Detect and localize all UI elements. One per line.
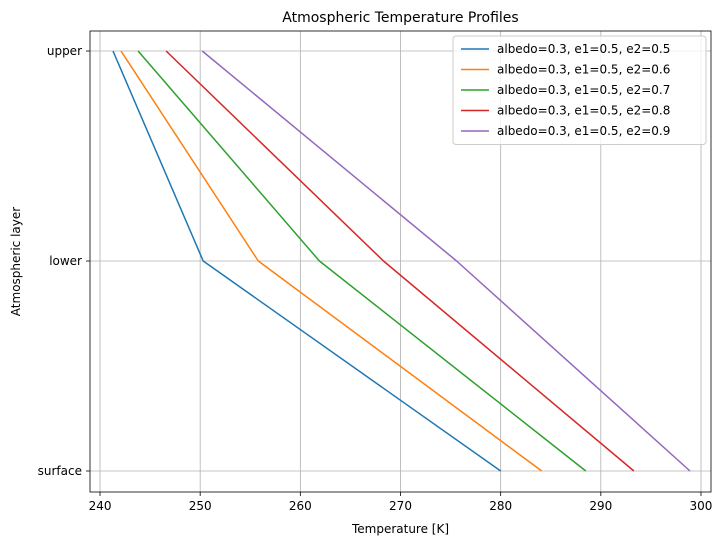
x-tick-label: 280 [489,499,512,513]
legend-label: albedo=0.3, e1=0.5, e2=0.8 [497,104,670,118]
chart-title: Atmospheric Temperature Profiles [282,10,518,26]
y-axis-label: Atmospheric layer [9,207,23,316]
legend-box [452,35,707,145]
legend: albedo=0.3, e1=0.5, e2=0.5 albedo=0.3, e1… [452,35,707,145]
series-line [201,50,691,472]
series-line [165,50,635,472]
y-tick-label: upper [47,44,82,58]
y-tick-label: lower [49,254,82,268]
y-tick-label: surface [38,464,82,478]
x-axis-label: Temperature [K] [351,522,449,536]
series-line [112,50,502,472]
x-tick-label: 250 [189,499,212,513]
series-group [112,50,691,472]
series-line [137,50,587,472]
legend-label: albedo=0.3, e1=0.5, e2=0.7 [497,83,670,97]
axis-ticks: 240 250 260 270 280 290 300 surface lower upper [38,44,713,513]
x-tick-label: 300 [690,499,713,513]
x-tick-label: 240 [89,499,112,513]
x-tick-label: 290 [589,499,612,513]
legend-label: albedo=0.3, e1=0.5, e2=0.5 [497,42,670,56]
legend-label: albedo=0.3, e1=0.5, e2=0.6 [497,63,670,77]
legend-label: albedo=0.3, e1=0.5, e2=0.9 [497,124,670,138]
x-tick-label: 260 [289,499,312,513]
series-line [120,50,543,472]
x-tick-label: 270 [389,499,412,513]
